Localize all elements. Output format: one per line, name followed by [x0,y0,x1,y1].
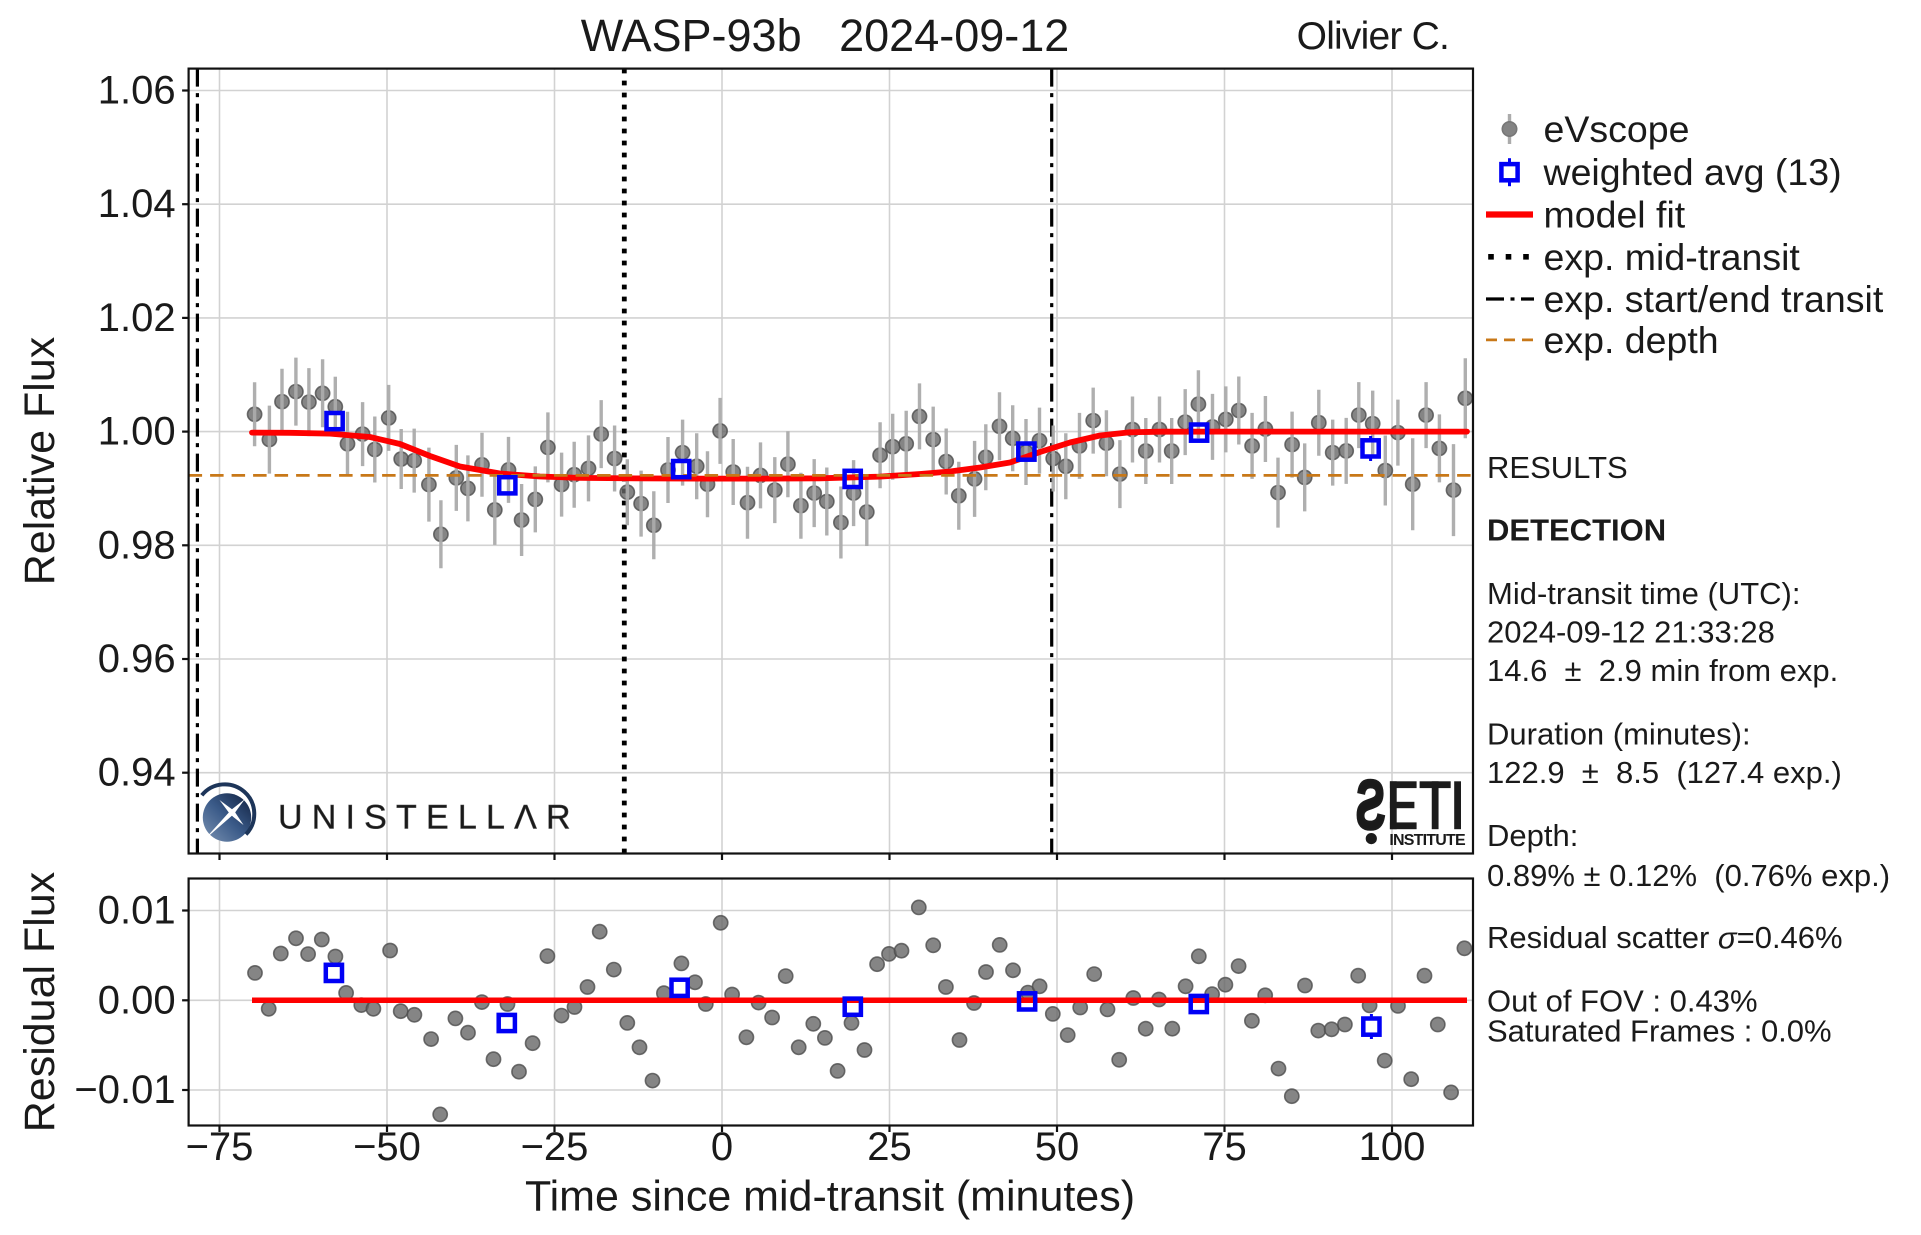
svg-text:122.9 ± 8.5 (127.4 exp.): 122.9 ± 8.5 (127.4 exp.) [1487,755,1842,790]
svg-text:Saturated Frames : 0.0%: Saturated Frames : 0.0% [1487,1014,1832,1049]
svg-text:1.02: 1.02 [98,296,176,340]
svg-text:−25: −25 [521,1125,589,1169]
svg-text:UNISTELLΛR: UNISTELLΛR [278,799,580,837]
svg-text:14.6 ± 2.9 min from exp.: 14.6 ± 2.9 min from exp. [1487,653,1838,688]
svg-text:0: 0 [711,1125,733,1169]
svg-text:−0.01: −0.01 [74,1068,175,1112]
svg-text:INSTITUTE: INSTITUTE [1389,832,1466,849]
svg-text:Olivier C.: Olivier C. [1297,15,1449,58]
svg-text:0.01: 0.01 [98,889,176,933]
svg-text:Mid-transit time (UTC):: Mid-transit time (UTC): [1487,576,1800,611]
svg-text:0.98: 0.98 [98,523,176,567]
svg-text:S: S [1356,767,1386,844]
svg-text:Time since mid-transit (minute: Time since mid-transit (minutes) [525,1173,1135,1221]
svg-text:75: 75 [1202,1125,1247,1169]
svg-text:Relative Flux: Relative Flux [16,336,64,585]
svg-text:Residual Flux: Residual Flux [16,871,64,1132]
svg-text:RESULTS: RESULTS [1487,450,1628,485]
svg-text:1.00: 1.00 [98,410,176,454]
svg-text:Residual scatter σ=0.46%: Residual scatter σ=0.46% [1487,920,1843,955]
svg-text:25: 25 [867,1125,912,1169]
svg-text:−50: −50 [353,1125,421,1169]
svg-text:DETECTION: DETECTION [1487,513,1666,548]
svg-text:WASP-93b 2024-09-12: WASP-93b 2024-09-12 [581,10,1070,61]
svg-text:0.89% ± 0.12% (0.76% exp.): 0.89% ± 0.12% (0.76% exp.) [1487,858,1890,893]
svg-text:eVscope: eVscope [1544,108,1690,150]
svg-text:1.04: 1.04 [98,182,176,226]
svg-text:exp. depth: exp. depth [1544,319,1719,361]
svg-text:0.96: 0.96 [98,637,176,681]
svg-text:weighted avg (13): weighted avg (13) [1543,151,1842,193]
svg-text:model fit: model fit [1544,194,1686,236]
svg-text:100: 100 [1359,1125,1426,1169]
svg-text:50: 50 [1035,1125,1080,1169]
svg-text:2024-09-12 21:33:28: 2024-09-12 21:33:28 [1487,615,1775,650]
svg-text:Depth:: Depth: [1487,818,1578,853]
svg-text:exp. start/end transit: exp. start/end transit [1544,278,1884,320]
svg-text:0.94: 0.94 [98,751,176,795]
svg-text:1.06: 1.06 [98,69,176,113]
svg-text:0.00: 0.00 [98,978,176,1022]
svg-text:Out of FOV : 0.43%: Out of FOV : 0.43% [1487,983,1758,1018]
svg-text:exp. mid-transit: exp. mid-transit [1544,236,1801,278]
svg-text:−75: −75 [186,1125,254,1169]
svg-text:Duration (minutes):: Duration (minutes): [1487,716,1751,751]
